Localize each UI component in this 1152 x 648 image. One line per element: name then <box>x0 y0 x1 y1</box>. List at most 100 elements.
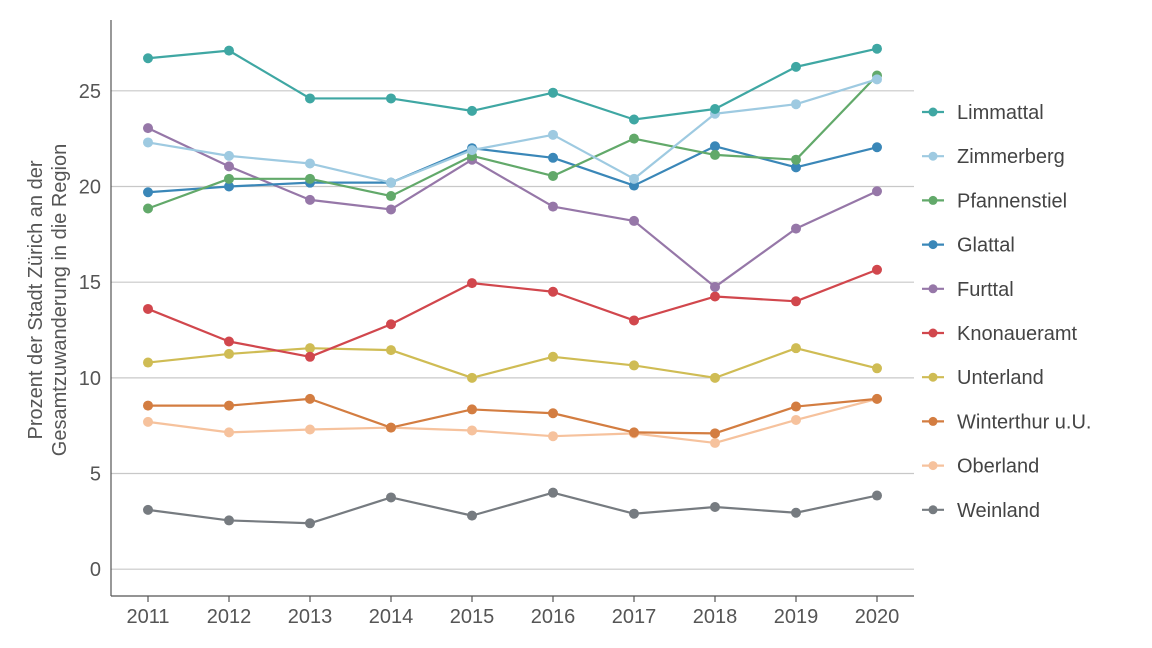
data-point <box>467 404 477 415</box>
data-point <box>548 351 558 362</box>
data-point <box>143 123 153 134</box>
data-point <box>467 372 477 383</box>
series-pfannenstiel <box>143 70 882 214</box>
data-point <box>548 487 558 498</box>
y-axis-ticks: 0 5 10 15 20 25 <box>79 81 101 581</box>
legend-item: Oberland <box>922 456 1039 478</box>
data-point <box>386 492 396 503</box>
x-tick-label: 2013 <box>288 606 333 628</box>
y-axis-title: Prozent der Stadt Zürich an der Gesamtzu… <box>25 144 71 456</box>
legend-label: Zimmerberg <box>957 146 1065 168</box>
data-point <box>629 133 639 144</box>
data-point <box>791 414 801 425</box>
y-axis-title-line-2: Gesamtzuwanderung in die Region <box>49 144 71 456</box>
legend-label: Unterland <box>957 367 1044 389</box>
data-point <box>224 427 234 438</box>
x-tick-label: 2017 <box>612 606 657 628</box>
data-point <box>629 360 639 371</box>
series-oberland <box>143 393 882 448</box>
data-point <box>791 343 801 354</box>
data-point <box>386 422 396 433</box>
series-line <box>147 78 878 184</box>
legend-dot-marker <box>928 461 938 471</box>
data-point <box>791 99 801 110</box>
legend-item: Glattal <box>922 235 1015 257</box>
data-point <box>224 173 234 184</box>
data-point <box>143 137 153 148</box>
data-point <box>872 186 882 197</box>
y-tick-label: 20 <box>79 176 101 198</box>
data-point <box>224 45 234 56</box>
legend-item: Knonaueramt <box>922 323 1078 345</box>
series-line <box>147 491 878 525</box>
legend-label: Glattal <box>957 235 1015 257</box>
data-point <box>791 61 801 72</box>
data-point <box>872 74 882 85</box>
data-point <box>143 400 153 411</box>
y-tick-label: 5 <box>90 464 101 486</box>
legend: Limmattal Zimmerberg Pfannenstiel Glattal Fu… <box>922 102 1091 522</box>
series-weinland <box>143 487 882 529</box>
data-point <box>305 343 315 354</box>
legend-label: Limmattal <box>957 102 1044 124</box>
data-point <box>548 201 558 212</box>
data-point <box>224 336 234 347</box>
data-point <box>872 264 882 275</box>
legend-item: Zimmerberg <box>922 146 1065 168</box>
legend-item: Pfannenstiel <box>922 190 1067 212</box>
data-point <box>143 416 153 427</box>
data-point <box>791 162 801 173</box>
data-point <box>629 114 639 125</box>
data-point <box>224 400 234 411</box>
x-tick-label: 2020 <box>855 606 900 628</box>
data-point <box>224 181 234 192</box>
x-tick-label: 2015 <box>450 606 495 628</box>
legend-label: Oberland <box>957 456 1039 478</box>
legend-label: Weinland <box>957 500 1040 522</box>
data-point <box>629 215 639 226</box>
data-point <box>548 170 558 181</box>
legend-item: Winterthur u.U. <box>922 411 1091 433</box>
data-point <box>224 161 234 172</box>
series-line <box>148 397 878 435</box>
data-point <box>386 204 396 215</box>
data-point <box>548 408 558 419</box>
data-point <box>872 142 882 153</box>
series-line <box>147 268 878 358</box>
data-point <box>143 357 153 368</box>
data-point <box>305 93 315 104</box>
legend-item: Furttal <box>922 279 1014 301</box>
data-point <box>791 154 801 165</box>
legend-dot-marker <box>928 151 938 161</box>
legend-dot-marker <box>928 505 938 515</box>
data-point <box>872 363 882 374</box>
y-tick-label: 10 <box>79 368 101 390</box>
data-point <box>710 502 720 513</box>
legend-item: Limmattal <box>922 102 1044 124</box>
data-point <box>710 437 720 448</box>
data-point <box>305 158 315 169</box>
data-point <box>548 152 558 163</box>
data-point <box>386 191 396 202</box>
legend-item: Weinland <box>922 500 1040 522</box>
data-point <box>791 401 801 412</box>
data-point <box>791 223 801 234</box>
legend-dot-marker <box>928 240 938 250</box>
legend-label: Knonaueramt <box>957 323 1078 345</box>
legend-label: Winterthur u.U. <box>957 411 1091 433</box>
axes <box>110 20 914 597</box>
data-point <box>143 203 153 214</box>
series-winterthur-u-u- <box>143 393 882 439</box>
x-tick-label: 2019 <box>774 606 819 628</box>
data-point <box>305 194 315 205</box>
data-point <box>710 103 720 114</box>
data-point <box>629 427 639 438</box>
data-point <box>710 428 720 439</box>
data-point <box>224 515 234 526</box>
data-point <box>224 348 234 359</box>
series-line <box>147 347 878 379</box>
series-glattal <box>143 141 882 198</box>
data-point <box>386 177 396 188</box>
data-point <box>467 425 477 436</box>
y-tick-label: 15 <box>79 272 101 294</box>
